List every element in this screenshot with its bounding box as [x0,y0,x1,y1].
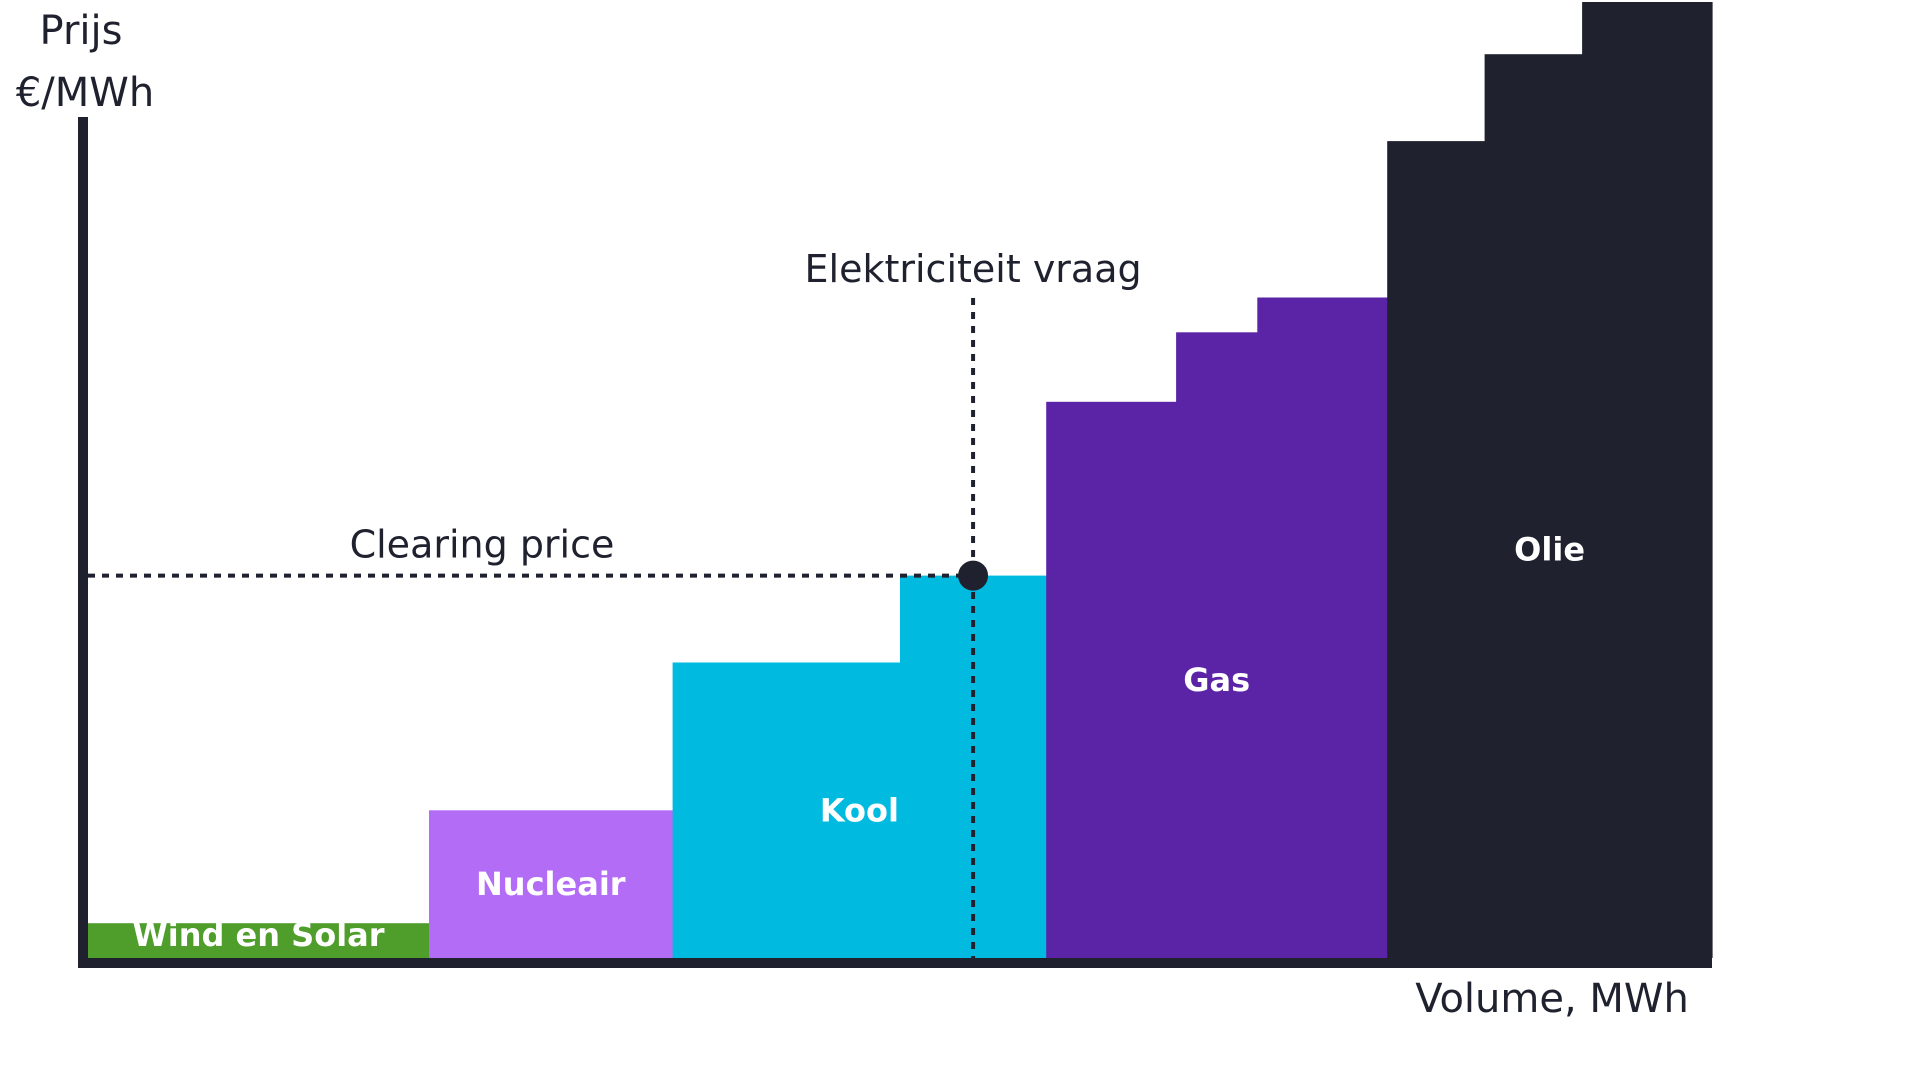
segment-labels-layer: Wind en Solar Nucleair Kool Gas Olie [132,531,1585,955]
y-axis-title-line2: €/MWh [16,70,154,116]
bar-olie-step-1 [1387,141,1486,959]
segment-label-kool: Kool [820,791,899,829]
bar-olie-step-3 [1582,2,1713,958]
segment-label-olie: Olie [1514,531,1585,569]
demand-annotation: Elektriciteit vraag [805,247,1142,291]
y-axis-title-line1: Prijs [40,8,123,54]
segment-label-nucleair: Nucleair [476,865,626,903]
bar-wind-en-solar-step-1 [88,923,430,958]
segment-label-gas: Gas [1183,661,1250,699]
bar-gas-step-3 [1257,297,1388,958]
bar-kool-step-1 [672,662,901,958]
bars-layer [88,2,1713,959]
bar-gas-step-2 [1176,332,1258,958]
bar-gas-step-1 [1046,401,1177,958]
bar-nucleair-step-1 [429,810,674,958]
bar-olie-step-2 [1484,54,1583,958]
x-axis-title: Volume, MWh [1415,976,1689,1022]
segment-label-wind-en-solar: Wind en Solar [132,916,384,954]
clearing-price-annotation: Clearing price [350,523,615,567]
clearing-point-marker [958,560,989,591]
